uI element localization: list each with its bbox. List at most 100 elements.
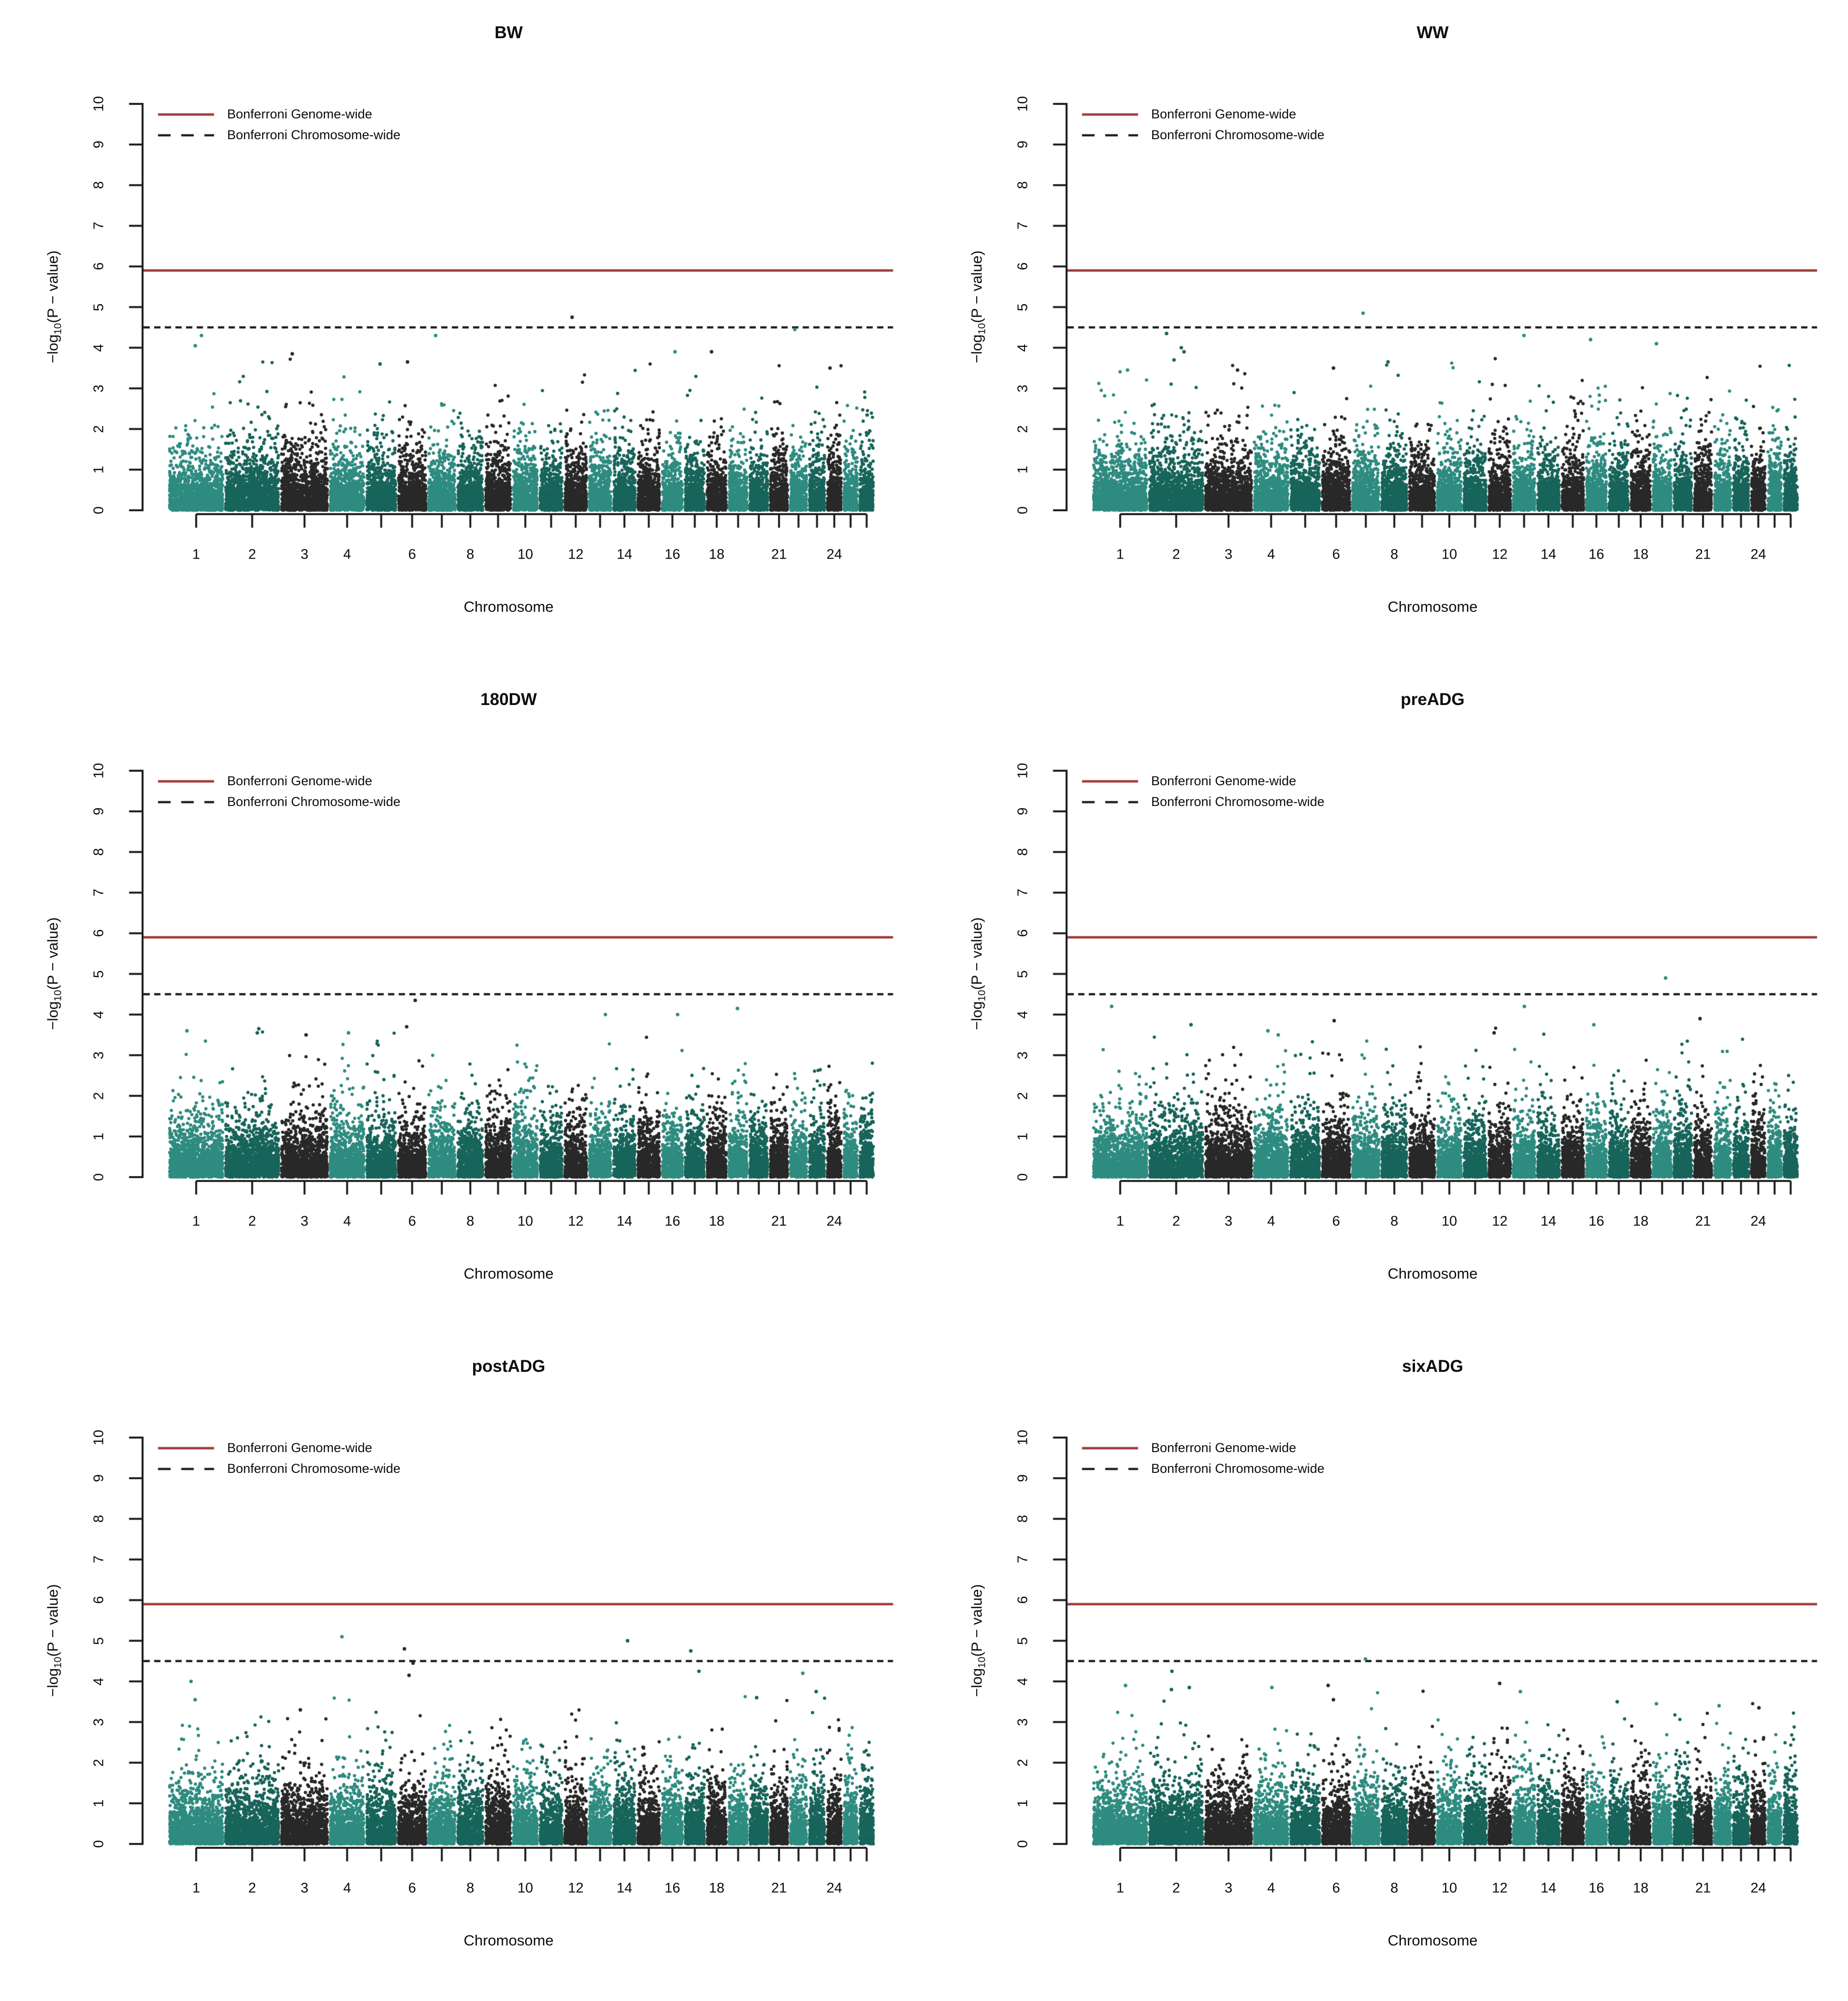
y-tick-label: 3 <box>1015 384 1031 392</box>
x-tick-label: 4 <box>343 547 351 562</box>
x-tick-label: 16 <box>1588 1213 1604 1229</box>
x-tick-label: 14 <box>1540 547 1557 562</box>
y-tick-label: 8 <box>1015 848 1031 856</box>
x-tick-label: 10 <box>1441 1213 1458 1229</box>
y-tick-label: 4 <box>91 1677 107 1685</box>
x-tick-label: 21 <box>771 1880 787 1896</box>
x-tick-label: 4 <box>343 1880 351 1896</box>
x-tick-label: 2 <box>248 1213 256 1229</box>
x-axis-title: Chromosome <box>463 1932 554 1949</box>
x-tick-label: 21 <box>1695 547 1711 562</box>
panel-title: BW <box>494 23 523 42</box>
x-axis-title: Chromosome <box>463 598 554 615</box>
y-tick-label: 1 <box>91 1799 107 1807</box>
x-tick-label: 6 <box>1332 1880 1340 1896</box>
x-tick-label: 18 <box>708 1213 725 1229</box>
x-tick-label: 21 <box>1695 1880 1711 1896</box>
panel-preadg: preADG Bonferroni Genome-wide Bonferroni… <box>924 667 1848 1334</box>
x-tick-label: 8 <box>1390 1880 1399 1896</box>
legend-label-chromosome-wide: Bonferroni Chromosome-wide <box>227 1461 401 1476</box>
x-tick-label: 12 <box>1492 1213 1508 1229</box>
y-axis-title: −log10(P − value) <box>44 1584 64 1697</box>
y-tick-label: 2 <box>91 1092 107 1100</box>
y-tick-label: 10 <box>1015 96 1031 112</box>
x-tick-label: 6 <box>408 1213 416 1229</box>
x-tick-label: 4 <box>343 1213 351 1229</box>
x-axis-title: Chromosome <box>463 1265 554 1282</box>
x-tick-label: 24 <box>826 1213 842 1229</box>
x-tick-label: 6 <box>1332 1213 1340 1229</box>
y-axis-title: −log10(P − value) <box>44 917 64 1030</box>
x-tick-label: 6 <box>1332 547 1340 562</box>
x-tick-label: 4 <box>1267 1880 1275 1896</box>
legend-label-chromosome-wide: Bonferroni Chromosome-wide <box>1151 1461 1325 1476</box>
x-tick-label: 3 <box>301 1213 309 1229</box>
panel-180dw: 180DW Bonferroni Genome-wide Bonferroni … <box>0 667 924 1334</box>
x-tick-label: 14 <box>1540 1213 1557 1229</box>
legend-label-genome-wide: Bonferroni Genome-wide <box>1151 774 1297 788</box>
y-tick-label: 0 <box>91 506 107 515</box>
y-tick-label: 8 <box>91 1515 107 1523</box>
y-tick-label: 1 <box>91 465 107 474</box>
panel-title: WW <box>1416 23 1449 42</box>
y-tick-label: 0 <box>91 1173 107 1181</box>
x-tick-label: 2 <box>248 1880 256 1896</box>
y-tick-label: 10 <box>1015 1429 1031 1446</box>
x-tick-label: 8 <box>466 1880 475 1896</box>
legend-label-genome-wide: Bonferroni Genome-wide <box>227 774 373 788</box>
y-tick-label: 9 <box>91 141 107 149</box>
y-tick-label: 1 <box>91 1132 107 1140</box>
legend-label-chromosome-wide: Bonferroni Chromosome-wide <box>227 794 401 809</box>
x-tick-label: 18 <box>708 547 725 562</box>
y-tick-label: 0 <box>1015 1173 1031 1181</box>
x-tick-label: 2 <box>248 547 256 562</box>
y-tick-label: 10 <box>1015 763 1031 779</box>
y-axis-title: −log10(P − value) <box>968 917 988 1030</box>
x-tick-label: 12 <box>568 1213 584 1229</box>
x-tick-label: 10 <box>1441 1880 1458 1896</box>
x-tick-label: 8 <box>1390 547 1399 562</box>
x-axis-title: Chromosome <box>1387 1265 1478 1282</box>
x-tick-label: 1 <box>192 1880 200 1896</box>
x-tick-label: 12 <box>1492 1880 1508 1896</box>
x-tick-label: 16 <box>664 1880 680 1896</box>
x-tick-label: 12 <box>568 547 584 562</box>
legend-label-genome-wide: Bonferroni Genome-wide <box>1151 107 1297 121</box>
scatter-canvas-preadg <box>924 667 1848 1334</box>
y-tick-label: 5 <box>91 303 107 311</box>
x-tick-label: 21 <box>1695 1213 1711 1229</box>
y-tick-label: 0 <box>91 1840 107 1848</box>
y-tick-label: 8 <box>1015 181 1031 189</box>
y-tick-label: 8 <box>1015 1515 1031 1523</box>
x-tick-label: 16 <box>664 547 680 562</box>
x-tick-label: 24 <box>1750 1880 1766 1896</box>
x-tick-label: 8 <box>466 547 475 562</box>
scatter-canvas-bw <box>0 0 924 667</box>
x-tick-label: 1 <box>192 1213 200 1229</box>
legend-label-chromosome-wide: Bonferroni Chromosome-wide <box>227 128 401 142</box>
y-tick-label: 6 <box>1015 929 1031 937</box>
x-tick-label: 24 <box>1750 547 1766 562</box>
x-tick-label: 18 <box>1632 1213 1649 1229</box>
y-tick-label: 7 <box>1015 1555 1031 1564</box>
x-tick-label: 18 <box>708 1880 725 1896</box>
y-tick-label: 2 <box>91 425 107 433</box>
x-tick-label: 1 <box>1116 1213 1124 1229</box>
y-axis-title: −log10(P − value) <box>968 1584 988 1697</box>
y-tick-label: 10 <box>91 763 107 779</box>
y-tick-label: 9 <box>1015 807 1031 816</box>
y-tick-label: 2 <box>91 1758 107 1767</box>
x-tick-label: 1 <box>192 547 200 562</box>
x-tick-label: 3 <box>1225 1213 1233 1229</box>
y-tick-label: 9 <box>91 1474 107 1483</box>
x-tick-label: 1 <box>1116 1880 1124 1896</box>
x-tick-label: 10 <box>517 547 534 562</box>
y-tick-label: 3 <box>91 1718 107 1726</box>
panel-title: 180DW <box>480 690 537 709</box>
x-tick-label: 14 <box>1540 1880 1557 1896</box>
x-tick-label: 10 <box>1441 547 1458 562</box>
y-axis-title: −log10(P − value) <box>44 250 64 363</box>
x-tick-label: 2 <box>1172 547 1180 562</box>
x-tick-label: 21 <box>771 1213 787 1229</box>
y-tick-label: 3 <box>1015 1051 1031 1059</box>
